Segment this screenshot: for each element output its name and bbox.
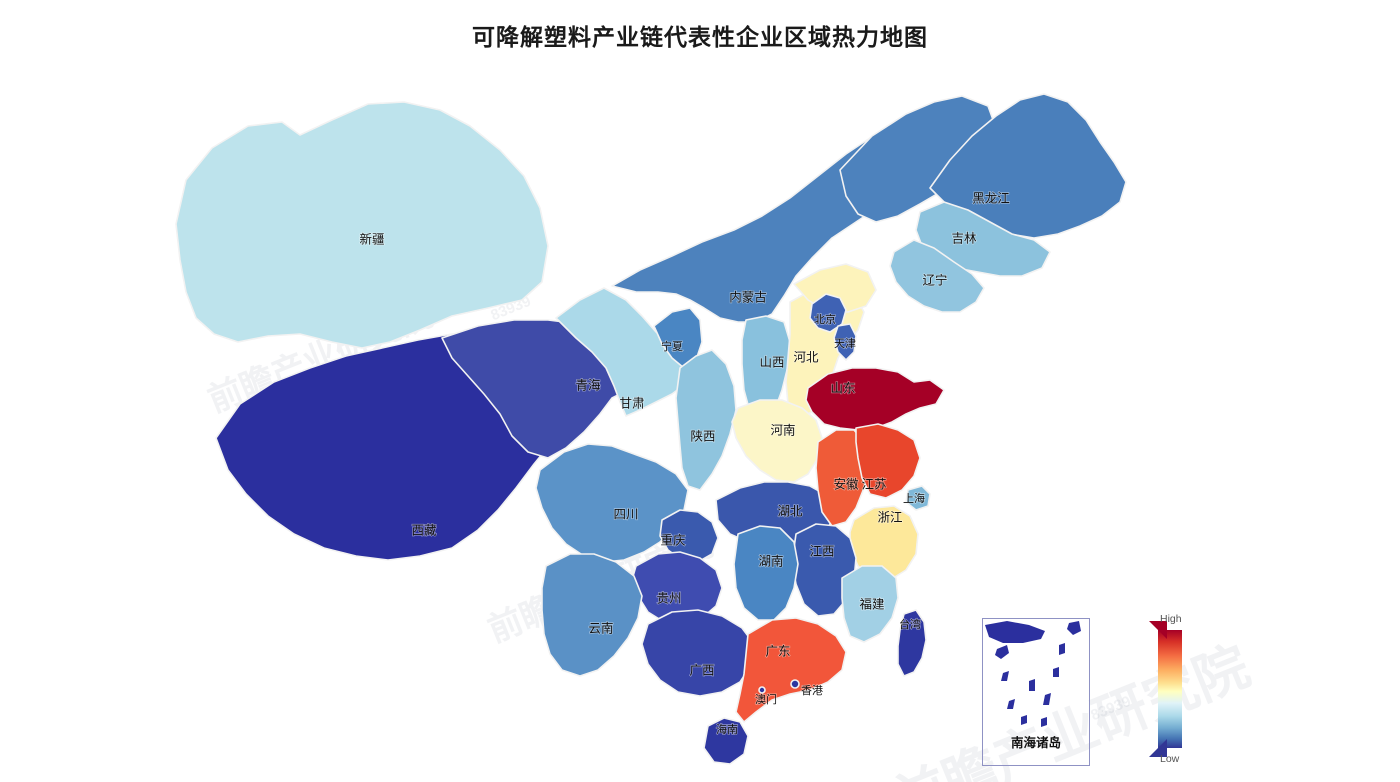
inset-island-11 [1041, 717, 1047, 727]
inset-island-5 [1001, 671, 1009, 681]
south-china-sea-inset: 南海诸岛 [982, 618, 1090, 766]
region-liaoning[interactable] [889, 239, 985, 313]
region-hongkong[interactable] [790, 679, 800, 689]
colorbar-high-arrow [1149, 621, 1167, 639]
region-shaanxi[interactable] [675, 349, 737, 491]
colorbar-low-arrow [1149, 739, 1167, 757]
region-henan[interactable] [731, 399, 823, 483]
region-shanghai[interactable] [905, 485, 931, 511]
inset-island-main [985, 621, 1045, 643]
inset-island-6 [1053, 667, 1059, 677]
region-yunnan[interactable] [541, 553, 643, 677]
inset-island-9 [1043, 693, 1051, 705]
region-beijing[interactable] [809, 293, 847, 333]
region-taiwan[interactable] [897, 609, 927, 677]
region-shandong[interactable] [805, 367, 945, 431]
region-jiangsu[interactable] [855, 423, 921, 499]
colorbar-low-label: Low [1160, 753, 1180, 765]
region-ningxia[interactable] [653, 307, 703, 369]
colorbar-gradient [1158, 630, 1182, 748]
inset-island-4 [1059, 643, 1065, 655]
page-title: 可降解塑料产业链代表性企业区域热力地图 [472, 24, 928, 50]
inset-islands-svg [985, 621, 1081, 727]
region-xinjiang[interactable] [175, 101, 549, 349]
colorbar-high-label: High [1160, 613, 1182, 625]
region-fujian[interactable] [841, 565, 899, 643]
colorbar-legend[interactable]: High Low [1149, 613, 1182, 765]
region-guangdong[interactable] [735, 617, 847, 723]
region-tianjin[interactable] [833, 323, 857, 361]
region-chongqing[interactable] [659, 509, 719, 563]
region-hunan[interactable] [733, 525, 799, 621]
region-guangxi[interactable] [641, 609, 755, 697]
inset-label: 南海诸岛 [1010, 736, 1061, 750]
inset-island-2 [995, 645, 1009, 659]
inset-island-10 [1021, 715, 1027, 725]
region-hainan[interactable] [703, 717, 749, 765]
inset-island-3 [1067, 621, 1081, 635]
region-macau[interactable] [758, 686, 766, 694]
inset-island-7 [1029, 679, 1035, 691]
region-anhui[interactable] [815, 429, 869, 527]
inset-island-8 [1007, 699, 1015, 709]
